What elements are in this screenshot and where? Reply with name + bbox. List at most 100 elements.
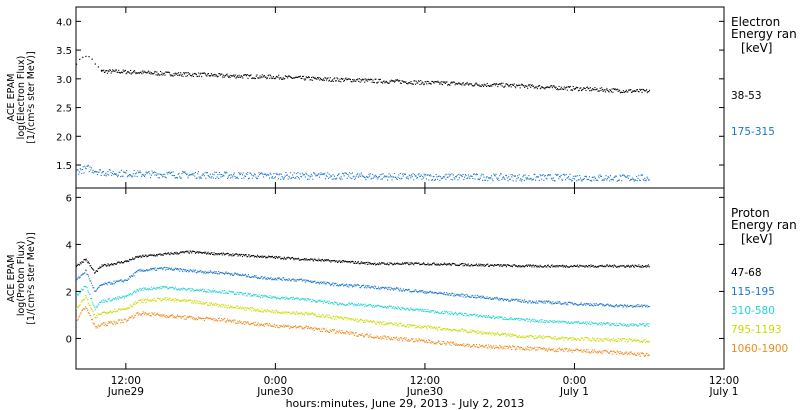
data-point: [348, 260, 351, 263]
data-point: [290, 326, 292, 328]
data-point: [260, 323, 262, 325]
data-point: [167, 287, 170, 290]
data-point: [90, 298, 93, 300]
data-point: [485, 297, 487, 299]
data-point: [197, 75, 199, 77]
data-point: [494, 264, 496, 266]
data-point: [88, 262, 90, 264]
data-point: [337, 174, 339, 176]
data-point: [571, 337, 573, 339]
data-point: [426, 291, 428, 293]
data-point: [461, 293, 463, 295]
data-point: [565, 173, 567, 175]
data-point: [357, 261, 359, 263]
data-point: [526, 264, 528, 266]
data-point: [374, 176, 376, 178]
data-point: [553, 177, 555, 179]
data-point: [548, 300, 550, 302]
data-point: [475, 174, 477, 176]
data-point: [571, 266, 573, 268]
data-point: [215, 74, 217, 76]
data-point: [196, 302, 198, 304]
data-point: [644, 266, 646, 268]
data-point: [364, 177, 366, 179]
data-point: [252, 175, 254, 177]
data-point: [434, 264, 436, 266]
data-point: [470, 296, 472, 298]
data-point: [564, 337, 567, 339]
data-point: [633, 340, 635, 342]
data-point: [120, 322, 122, 324]
data-point: [162, 298, 164, 300]
data-point: [267, 256, 269, 258]
data-point: [427, 174, 429, 176]
data-point: [471, 175, 473, 177]
data-point: [576, 87, 578, 89]
data-point: [210, 73, 212, 75]
data-point: [485, 84, 487, 86]
data-point: [104, 71, 106, 73]
data-point: [541, 86, 543, 88]
data-point: [193, 72, 195, 75]
data-point: [313, 281, 315, 283]
data-point: [115, 321, 117, 323]
data-point: [149, 288, 151, 290]
data-point: [329, 176, 331, 178]
data-point: [562, 88, 565, 91]
data-point: [489, 178, 491, 180]
data-point: [490, 332, 492, 334]
data-point: [446, 263, 448, 265]
data-point: [589, 87, 592, 89]
data-point: [282, 257, 284, 259]
data-point: [630, 305, 632, 307]
data-point: [191, 300, 193, 302]
data-point: [219, 320, 221, 322]
data-point: [558, 85, 560, 88]
data-point: [584, 337, 586, 339]
data-point: [408, 289, 410, 291]
data-point: [628, 306, 630, 308]
data-point: [289, 327, 291, 329]
data-point: [602, 323, 604, 325]
data-point: [254, 310, 256, 312]
data-point: [179, 252, 181, 254]
data-point: [218, 291, 220, 293]
data-point: [458, 294, 460, 296]
data-point: [215, 319, 217, 321]
data-point: [156, 174, 158, 176]
data-point: [570, 179, 572, 181]
data-point: [172, 269, 174, 271]
data-point: [126, 279, 128, 281]
data-point: [546, 335, 548, 337]
data-point: [629, 324, 631, 326]
data-point: [378, 286, 380, 288]
data-point: [230, 254, 232, 256]
data-point: [257, 310, 259, 312]
data-point: [397, 80, 399, 82]
data-point: [475, 315, 477, 317]
data-point: [227, 304, 229, 306]
data-point: [340, 81, 342, 83]
data-point: [292, 298, 294, 300]
data-point: [534, 321, 536, 323]
data-point: [561, 337, 563, 339]
data-point: [573, 303, 576, 305]
data-point: [642, 266, 644, 268]
data-point: [97, 313, 99, 315]
data-point: [367, 305, 369, 307]
data-point: [426, 310, 428, 313]
data-point: [308, 178, 310, 180]
data-point: [162, 73, 165, 75]
data-point: [231, 291, 233, 293]
data-point: [250, 172, 252, 174]
data-point: [417, 291, 419, 293]
data-point: [455, 313, 457, 315]
data-point: [296, 258, 298, 260]
data-point: [194, 270, 196, 272]
data-point: [457, 294, 459, 296]
data-point: [270, 311, 272, 313]
data-point: [619, 92, 621, 94]
data-point: [318, 77, 320, 79]
data-point: [621, 265, 623, 267]
data-point: [127, 278, 129, 280]
